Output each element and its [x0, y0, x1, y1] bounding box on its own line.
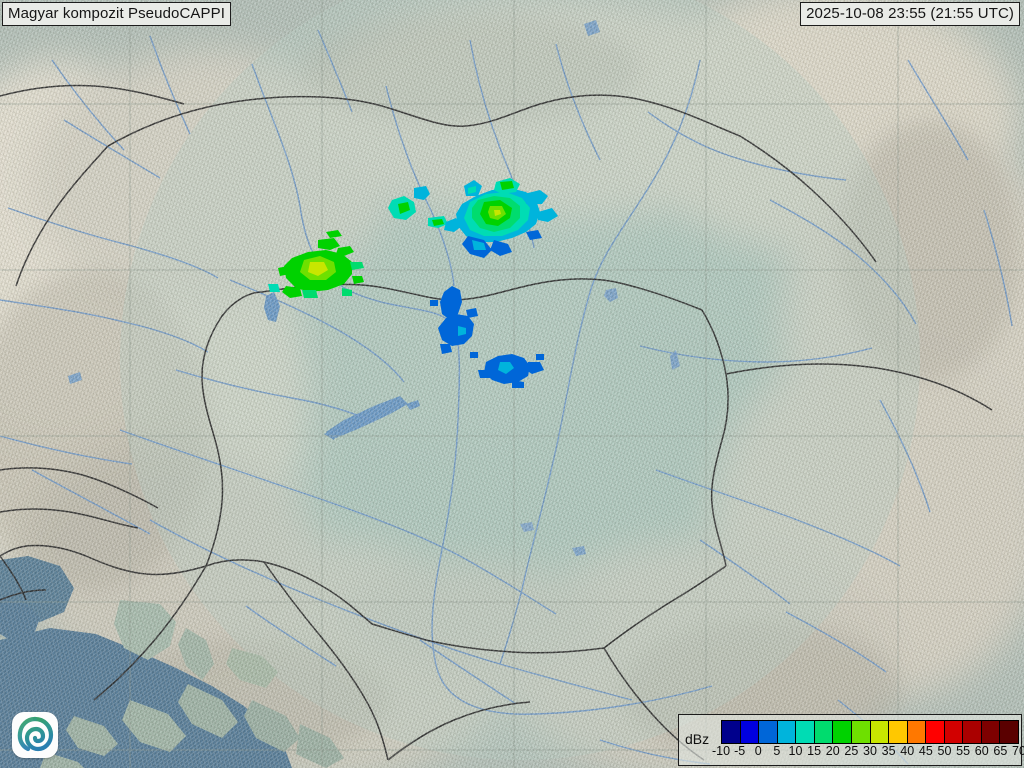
- legend-swatch-11: [926, 721, 945, 743]
- legend-tick-5: 5: [773, 744, 781, 758]
- terrain-ridges: [0, 15, 1020, 760]
- dbz-legend: dBz -10 -5 0 5 10 15 20 25 30 35 40 45 50 55 60 65 70: [678, 714, 1024, 766]
- timestamp-label: 2025-10-08 23:55 (21:55 UTC): [800, 2, 1020, 26]
- legend-tick-50: 50: [937, 744, 952, 758]
- legend-swatch-2: [759, 721, 778, 743]
- legend-swatch-10: [907, 721, 927, 743]
- legend-swatch-3: [777, 721, 797, 743]
- legend-tick-15: 15: [807, 744, 822, 758]
- lakes: [68, 20, 680, 556]
- legend-swatch-4: [796, 721, 815, 743]
- legend-swatch-8: [870, 721, 890, 743]
- legend-swatch-5: [814, 721, 834, 743]
- legend-swatch-0: [722, 721, 741, 743]
- legend-color-bar: [721, 720, 1019, 744]
- legend-tick-10: 10: [788, 744, 803, 758]
- legend-tick-70: 70: [1012, 744, 1024, 758]
- legend-swatch-9: [889, 721, 908, 743]
- echo-central-danube-cells: [430, 286, 544, 388]
- legend-tick-20: 20: [825, 744, 840, 758]
- legend-swatch-14: [981, 721, 1001, 743]
- legend-tick-55: 55: [956, 744, 971, 758]
- echo-western-balaton-cluster: [268, 230, 364, 298]
- legend-tick--5: -5: [734, 744, 746, 758]
- legend-swatch-15: [1000, 721, 1018, 743]
- legend-swatch-12: [944, 721, 964, 743]
- product-title-label: Magyar kompozit PseudoCAPPI: [2, 2, 231, 26]
- legend-tick-25: 25: [844, 744, 859, 758]
- terrain-lowlands: [210, 185, 870, 630]
- legend-swatch-6: [833, 721, 852, 743]
- radar-coverage-circle: [120, 0, 920, 760]
- swirl-icon: [17, 716, 54, 752]
- legend-tick--10: -10: [711, 744, 731, 758]
- legend-tick-35: 35: [881, 744, 896, 758]
- legend-tick-45: 45: [918, 744, 933, 758]
- legend-tick-40: 40: [900, 744, 915, 758]
- rivers: [0, 29, 1013, 765]
- legend-swatch-7: [851, 721, 871, 743]
- legend-swatch-13: [963, 721, 982, 743]
- echo-northern-cluster: [388, 178, 558, 258]
- legend-tick-65: 65: [993, 744, 1008, 758]
- legend-tick-60: 60: [974, 744, 989, 758]
- hungaromet-logo[interactable]: [12, 712, 58, 758]
- legend-tick-labels: -10 -5 0 5 10 15 20 25 30 35 40 45 50 55 60 65 70: [712, 744, 1024, 762]
- legend-swatch-1: [740, 721, 760, 743]
- legend-unit-label: dBz: [685, 731, 710, 747]
- legend-tick-30: 30: [863, 744, 877, 758]
- country-borders: [0, 84, 993, 761]
- legend-tick-0: 0: [754, 744, 762, 758]
